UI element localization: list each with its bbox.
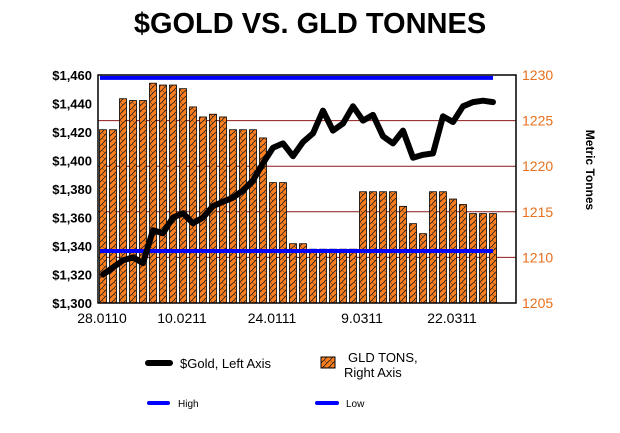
legend: $Gold, Left Axis GLD TONS, Right Axis Hi… [145,350,418,410]
gld-bar [149,82,157,304]
right-axis-label: Metric Tonnes [583,130,597,211]
gld-bar [319,248,327,304]
legend-gld-swatch [320,356,336,369]
gld-bar [269,182,277,304]
x-axis: 28.0110 10.0211 24.0111 9.0311 22.0311 [77,310,477,326]
left-tick-label: $1,440 [52,97,92,112]
legend-gold-label: $Gold, Left Axis [180,356,272,371]
gld-bar [199,116,207,304]
right-tick-label: 1205 [522,295,553,311]
legend-high-label: High [178,399,199,410]
gld-bar [339,248,347,304]
gld-bar [109,129,117,304]
gld-bar [229,129,237,304]
gld-bar [219,116,227,304]
x-tick-label: 28.0110 [77,310,127,326]
left-tick-label: $1,380 [52,182,92,197]
x-tick-label: 22.0311 [427,310,477,326]
series-lines [100,75,496,278]
gld-bar [189,106,197,304]
gld-bar [119,98,127,304]
left-tick-label: $1,400 [52,154,92,169]
x-tick-label: 24.0111 [248,310,297,326]
gld-bar [279,182,287,304]
gld-bar [479,213,487,304]
left-axis: $1,300 $1,320 $1,340 $1,360 $1,380 $1,400 $1,4… [52,68,92,311]
gld-bar [399,205,407,304]
gld-bar [359,191,367,304]
gld-bar [349,248,357,304]
x-tick-label: 9.0311 [341,310,383,326]
gld-bar [129,100,137,304]
gld-bar [369,191,377,304]
right-tick-label: 1210 [522,249,553,265]
gold-price-line [100,97,496,278]
chart-title: $GOLD VS. GLD TONNES [134,8,486,40]
left-tick-label: $1,300 [52,296,92,311]
gld-bar [439,191,447,304]
right-axis: 1205 1210 1215 1220 1225 1230 [522,67,553,311]
legend-gld-label-1: GLD TONS, [348,350,418,365]
gld-bar [249,129,257,304]
left-tick-label: $1,320 [52,268,92,283]
gld-bars [99,82,497,304]
gld-bar [329,248,337,304]
gld-bar [309,248,317,304]
gld-bar [159,84,167,304]
gld-bar [409,223,417,304]
gld-bar [389,191,397,304]
gld-bar [139,100,147,304]
right-tick-label: 1215 [522,204,553,220]
legend-gld-label-2: Right Axis [344,365,402,380]
plot-frame [97,74,517,304]
gld-bar [419,233,427,304]
gld-bar [239,129,247,304]
left-tick-label: $1,340 [52,239,92,254]
gld-bar [379,191,387,304]
legend-low-label: Low [346,399,365,410]
left-tick-label: $1,460 [52,68,92,83]
gld-bar [489,213,497,304]
left-tick-label: $1,420 [52,125,92,140]
left-tick-label: $1,360 [52,211,92,226]
gld-bar [469,213,477,304]
gld-bar [429,191,437,304]
x-tick-label: 10.0211 [157,310,207,326]
right-tick-label: 1230 [522,67,553,83]
gld-bar [179,88,187,304]
right-tick-label: 1225 [522,113,553,129]
gld-bar [169,84,177,304]
gld-bar [459,204,467,304]
right-tick-label: 1220 [522,158,553,174]
